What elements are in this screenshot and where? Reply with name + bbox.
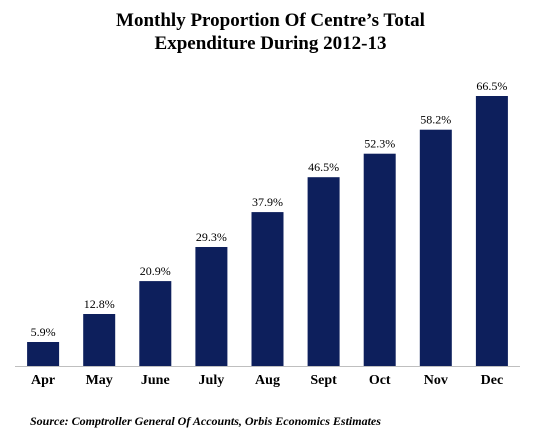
data-label-may: 12.8%	[84, 297, 115, 311]
bar-nov	[419, 129, 452, 366]
x-tick-label-sept: Sept	[310, 373, 337, 388]
data-label-aug: 37.9%	[252, 195, 283, 209]
x-tick-label-nov: Nov	[424, 373, 448, 388]
data-labels-layer: 5.9% 12.8% 20.9% 29.3% 37.9% 46.5% 52.3% 58.2% 6…	[31, 79, 508, 339]
chart-title-line-2: Expenditure During 2012-13	[154, 33, 387, 54]
x-tick-label-dec: Dec	[481, 373, 504, 388]
bar-sept	[307, 177, 340, 366]
x-tick-label-aug: Aug	[255, 373, 280, 388]
x-tick-label-july: July	[199, 373, 225, 388]
data-label-dec: 66.5%	[476, 79, 507, 93]
data-label-sept: 46.5%	[308, 160, 339, 174]
bar-oct	[363, 153, 396, 366]
chart-title-line-1: Monthly Proportion Of Centre’s Total	[116, 10, 425, 31]
bar-dec	[475, 96, 508, 366]
x-tick-label-june: June	[141, 373, 170, 388]
x-tick-label-apr: Apr	[31, 373, 55, 388]
x-tick-label-may: May	[86, 373, 113, 388]
data-label-oct: 52.3%	[364, 137, 395, 151]
data-label-apr: 5.9%	[31, 325, 56, 339]
data-label-june: 20.9%	[140, 264, 171, 278]
bar-may	[83, 314, 116, 366]
bar-june	[139, 281, 172, 366]
bar-apr	[27, 342, 60, 366]
data-label-nov: 58.2%	[420, 113, 451, 127]
bars-layer	[27, 96, 508, 366]
x-tick-label-oct: Oct	[369, 373, 391, 388]
bar-aug	[251, 212, 284, 366]
source-note: Source: Comptroller General Of Accounts,…	[30, 414, 381, 428]
x-axis-tick-labels: Apr May June July Aug Sept Oct Nov Dec	[31, 373, 503, 388]
bar-july	[195, 247, 228, 366]
data-label-july: 29.3%	[196, 230, 227, 244]
